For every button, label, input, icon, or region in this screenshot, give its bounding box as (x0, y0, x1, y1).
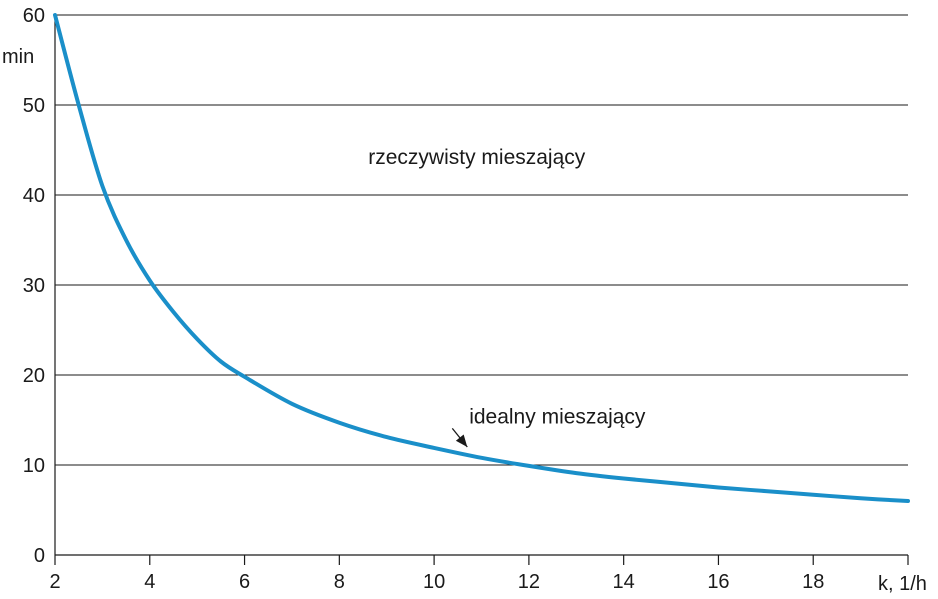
x-tick-label-8: 18 (802, 571, 824, 593)
x-tick-label-6: 14 (613, 571, 635, 593)
x-axis-label: k, 1/h (878, 573, 927, 595)
series (53, 13, 910, 503)
annotation-0: rzeczywisty mieszający (368, 146, 586, 169)
series-line-0 (53, 13, 910, 503)
y-tick-label-4: 40 (23, 185, 45, 207)
x-tick-label-0: 2 (49, 571, 60, 593)
x-tick-label-7: 16 (707, 571, 729, 593)
axes (54, 15, 909, 565)
x-tick-label-1: 4 (144, 571, 155, 593)
gridlines (55, 14, 908, 466)
x-tick-label-5: 12 (518, 571, 540, 593)
y-tick-label-5: 50 (23, 95, 45, 117)
tick-labels: 0 10 20 30 40 50 60 2 4 6 8 10 12 14 16 18 (23, 5, 825, 593)
y-axis-label: min (2, 46, 34, 68)
y-tick-label-0: 0 (34, 545, 45, 567)
x-tick-label-2: 6 (239, 571, 250, 593)
y-tick-label-3: 30 (23, 275, 45, 297)
x-tick-label-3: 8 (334, 571, 345, 593)
y-tick-label-6: 60 (23, 5, 45, 27)
annotation-arrow-head-1 (455, 434, 468, 447)
y-tick-label-1: 10 (23, 455, 45, 477)
annotation-1: idealny mieszający (469, 405, 646, 428)
x-tick-label-4: 10 (423, 571, 445, 593)
y-tick-label-2: 20 (23, 365, 45, 387)
annotations: rzeczywisty mieszający idealny mieszający (368, 146, 646, 448)
